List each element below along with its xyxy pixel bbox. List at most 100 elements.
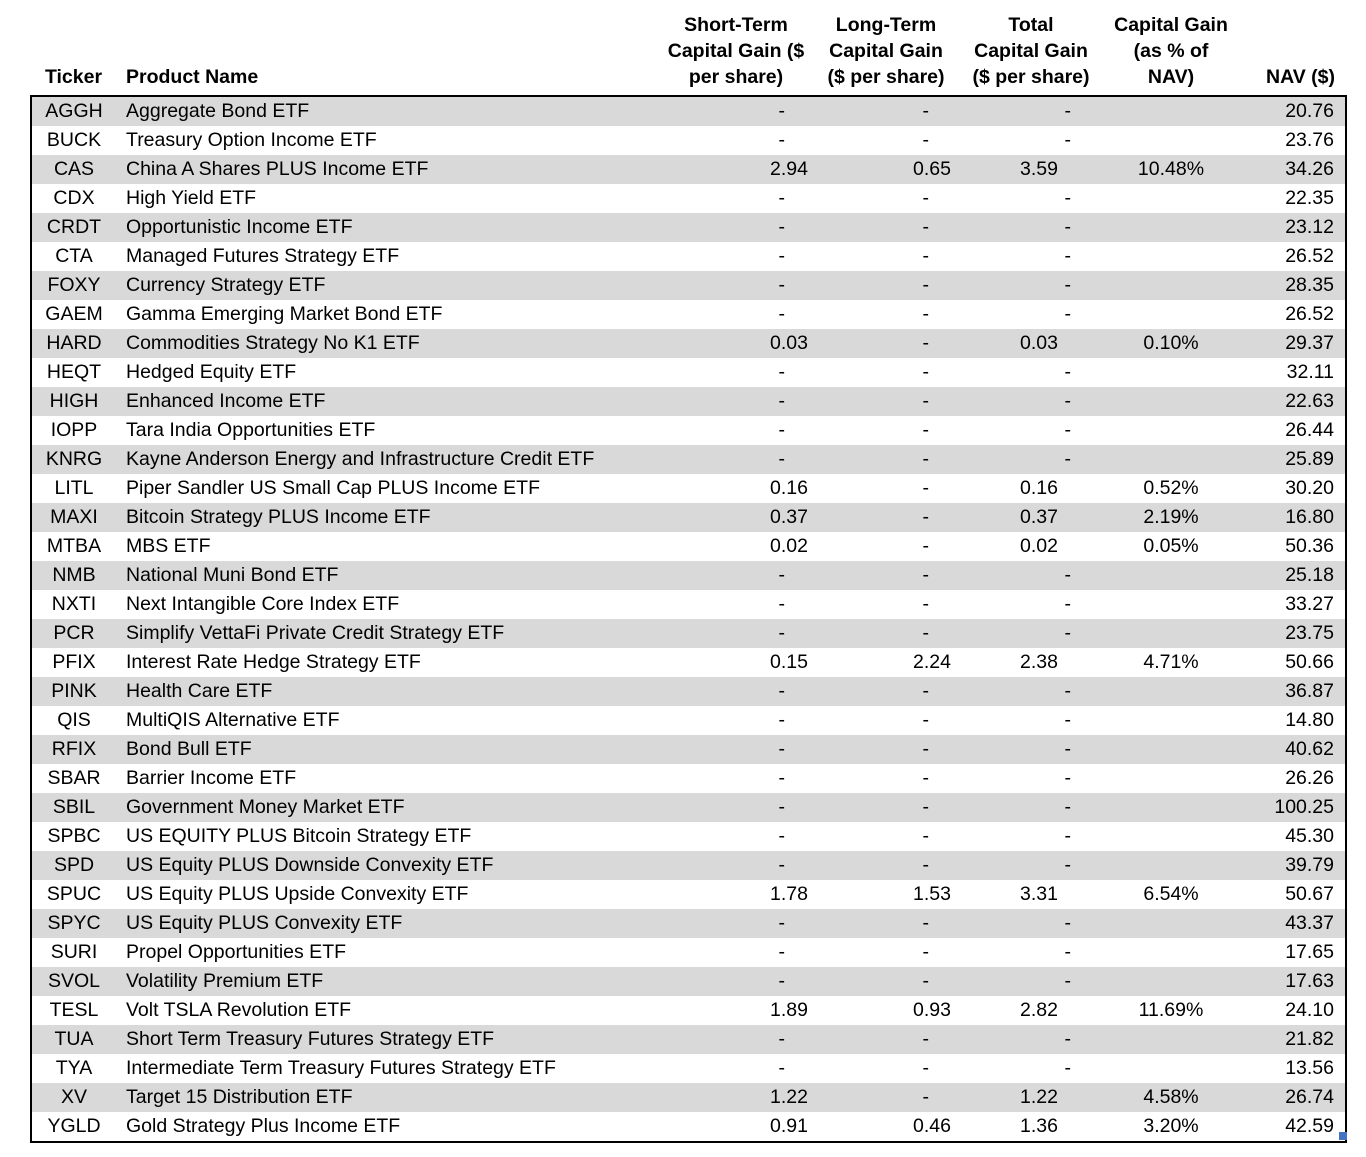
- short-term-gain-cell[interactable]: 0.03: [770, 332, 808, 354]
- total-gain-cell[interactable]: -: [1064, 854, 1072, 876]
- table-row[interactable]: TUA Short Term Treasury Futures Strategy…: [31, 1025, 1346, 1054]
- product-name-cell[interactable]: US Equity PLUS Downside Convexity ETF: [126, 854, 494, 876]
- nav-cell[interactable]: 39.79: [1285, 854, 1334, 876]
- long-term-gain-cell[interactable]: -: [922, 216, 930, 238]
- gain-pct-nav-cell[interactable]: [1101, 445, 1241, 474]
- product-name-cell[interactable]: Health Care ETF: [126, 680, 273, 702]
- ticker-cell[interactable]: XV: [60, 1086, 87, 1108]
- short-term-gain-cell[interactable]: -: [778, 825, 786, 847]
- table-row[interactable]: IOPP Tara India Opportunities ETF - - - …: [31, 416, 1346, 445]
- nav-cell[interactable]: 32.11: [1286, 361, 1334, 383]
- ticker-cell[interactable]: TUA: [54, 1028, 94, 1050]
- gain-pct-nav-cell[interactable]: [1101, 822, 1241, 851]
- gain-pct-nav-cell[interactable]: [1101, 793, 1241, 822]
- gain-pct-nav-cell[interactable]: [1101, 735, 1241, 764]
- table-row[interactable]: SBAR Barrier Income ETF - - - 26.26: [31, 764, 1346, 793]
- ticker-cell[interactable]: YGLD: [47, 1115, 101, 1137]
- product-name-cell[interactable]: Propel Opportunities ETF: [126, 941, 347, 963]
- long-term-gain-cell[interactable]: -: [922, 854, 930, 876]
- short-term-gain-cell[interactable]: 0.37: [770, 506, 808, 528]
- nav-cell[interactable]: 26.52: [1285, 245, 1334, 267]
- product-name-cell[interactable]: Bitcoin Strategy PLUS Income ETF: [126, 506, 431, 528]
- short-term-gain-cell[interactable]: -: [778, 303, 786, 325]
- ticker-cell[interactable]: TESL: [49, 999, 99, 1021]
- total-gain-cell[interactable]: 3.59: [1020, 158, 1058, 180]
- ticker-cell[interactable]: SPD: [53, 854, 95, 876]
- total-gain-cell[interactable]: 3.31: [1020, 883, 1058, 905]
- ticker-cell[interactable]: SPUC: [46, 883, 102, 905]
- total-gain-cell[interactable]: -: [1064, 245, 1072, 267]
- gain-pct-nav-cell[interactable]: [1101, 706, 1241, 735]
- nav-cell[interactable]: 42.59: [1285, 1115, 1334, 1137]
- total-gain-cell[interactable]: -: [1064, 796, 1072, 818]
- table-row[interactable]: AGGH Aggregate Bond ETF - - - 20.76: [31, 96, 1346, 126]
- gain-pct-nav-cell[interactable]: [1101, 300, 1241, 329]
- total-gain-cell[interactable]: -: [1064, 448, 1072, 470]
- long-term-gain-cell[interactable]: -: [922, 738, 930, 760]
- ticker-cell[interactable]: SVOL: [47, 970, 101, 992]
- total-gain-cell[interactable]: 0.37: [1020, 506, 1058, 528]
- product-name-cell[interactable]: National Muni Bond ETF: [126, 564, 339, 586]
- product-name-cell[interactable]: Short Term Treasury Futures Strategy ETF: [126, 1028, 495, 1050]
- short-term-gain-cell[interactable]: 0.15: [770, 651, 808, 673]
- total-gain-cell[interactable]: 0.03: [1020, 332, 1058, 354]
- gain-pct-nav-cell[interactable]: 3.20%: [1143, 1115, 1199, 1137]
- gain-pct-nav-cell[interactable]: [1101, 358, 1241, 387]
- ticker-cell[interactable]: MAXI: [50, 506, 98, 528]
- long-term-gain-cell[interactable]: -: [922, 825, 930, 847]
- ticker-cell[interactable]: IOPP: [50, 419, 98, 441]
- total-gain-cell[interactable]: -: [1064, 390, 1072, 412]
- short-term-gain-cell[interactable]: -: [778, 245, 786, 267]
- total-gain-cell[interactable]: -: [1064, 738, 1072, 760]
- short-term-gain-cell[interactable]: -: [778, 1028, 786, 1050]
- product-name-cell[interactable]: Simplify VettaFi Private Credit Strategy…: [126, 622, 505, 644]
- gain-pct-nav-cell[interactable]: [1101, 561, 1241, 590]
- table-row[interactable]: PCR Simplify VettaFi Private Credit Stra…: [31, 619, 1346, 648]
- total-gain-cell[interactable]: -: [1064, 1057, 1072, 1079]
- product-name-cell[interactable]: Kayne Anderson Energy and Infrastructure…: [126, 448, 595, 470]
- total-gain-cell[interactable]: -: [1064, 912, 1072, 934]
- table-row[interactable]: RFIX Bond Bull ETF - - - 40.62: [31, 735, 1346, 764]
- gain-pct-nav-cell[interactable]: [1101, 387, 1241, 416]
- long-term-gain-cell[interactable]: -: [922, 332, 930, 354]
- gain-pct-nav-cell[interactable]: [1101, 1054, 1241, 1083]
- table-row[interactable]: PFIX Interest Rate Hedge Strategy ETF 0.…: [31, 648, 1346, 677]
- total-gain-cell[interactable]: -: [1064, 303, 1072, 325]
- short-term-gain-cell[interactable]: -: [778, 912, 786, 934]
- short-term-gain-cell[interactable]: -: [778, 854, 786, 876]
- nav-cell[interactable]: 21.82: [1285, 1028, 1334, 1050]
- short-term-gain-cell[interactable]: -: [778, 738, 786, 760]
- long-term-gain-cell[interactable]: -: [922, 390, 930, 412]
- table-row[interactable]: GAEM Gamma Emerging Market Bond ETF - - …: [31, 300, 1346, 329]
- short-term-gain-cell[interactable]: -: [778, 709, 786, 731]
- long-term-gain-cell[interactable]: -: [922, 796, 930, 818]
- total-gain-cell[interactable]: 1.22: [1020, 1086, 1058, 1108]
- long-term-gain-cell[interactable]: -: [922, 419, 930, 441]
- long-term-gain-cell[interactable]: -: [922, 129, 930, 151]
- table-row[interactable]: SPUC US Equity PLUS Upside Convexity ETF…: [31, 880, 1346, 909]
- product-name-cell[interactable]: Tara India Opportunities ETF: [126, 419, 376, 441]
- product-name-cell[interactable]: Gold Strategy Plus Income ETF: [126, 1115, 401, 1137]
- product-name-cell[interactable]: High Yield ETF: [126, 187, 257, 209]
- short-term-gain-cell[interactable]: -: [778, 187, 786, 209]
- ticker-cell[interactable]: HEQT: [46, 361, 102, 383]
- total-gain-cell[interactable]: -: [1064, 1028, 1072, 1050]
- gain-pct-nav-cell[interactable]: [1101, 851, 1241, 880]
- total-gain-cell[interactable]: -: [1064, 100, 1072, 122]
- nav-cell[interactable]: 26.44: [1285, 419, 1334, 441]
- short-term-gain-cell[interactable]: 0.91: [770, 1115, 808, 1137]
- table-row[interactable]: YGLD Gold Strategy Plus Income ETF 0.91 …: [31, 1112, 1346, 1142]
- product-name-cell[interactable]: Barrier Income ETF: [126, 767, 297, 789]
- table-row[interactable]: SPD US Equity PLUS Downside Convexity ET…: [31, 851, 1346, 880]
- ticker-cell[interactable]: HIGH: [49, 390, 99, 412]
- ticker-cell[interactable]: HARD: [46, 332, 102, 354]
- long-term-gain-cell[interactable]: -: [922, 970, 930, 992]
- ticker-cell[interactable]: PFIX: [52, 651, 96, 673]
- gain-pct-nav-cell[interactable]: [1101, 184, 1241, 213]
- ticker-cell[interactable]: SBAR: [47, 767, 101, 789]
- table-row[interactable]: SPBC US EQUITY PLUS Bitcoin Strategy ETF…: [31, 822, 1346, 851]
- nav-cell[interactable]: 14.80: [1285, 709, 1334, 731]
- ticker-cell[interactable]: RFIX: [51, 738, 97, 760]
- ticker-cell[interactable]: TYA: [55, 1057, 93, 1079]
- nav-cell[interactable]: 43.37: [1285, 912, 1334, 934]
